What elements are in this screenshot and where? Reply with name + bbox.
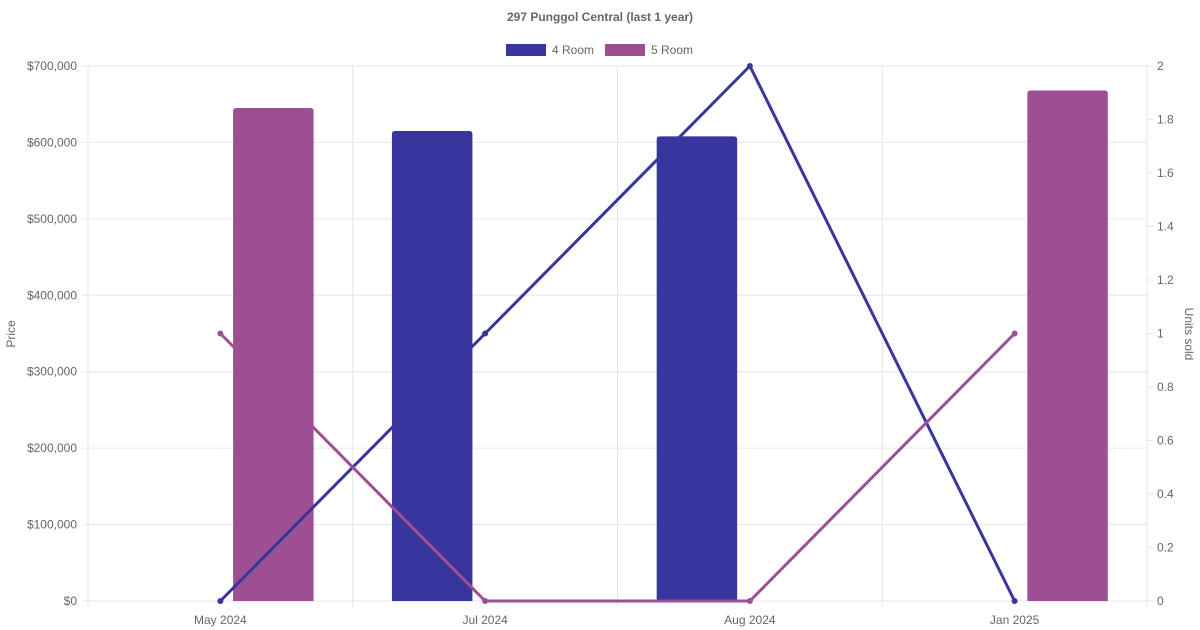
right-tick-label: 1.4 — [1157, 220, 1174, 234]
left-tick-label: $0 — [64, 594, 78, 608]
bar-4-room-aug-2024[interactable] — [656, 136, 738, 602]
point-5-room-aug-2024[interactable] — [746, 598, 753, 604]
bar-5-room-may-2024[interactable] — [233, 108, 314, 602]
bar-4-room-jul-2024[interactable] — [391, 130, 473, 601]
legend: 4 Room 5 Room — [506, 43, 693, 57]
right-tick-label: 1.8 — [1157, 113, 1174, 127]
legend-item-4-room[interactable]: 4 Room — [506, 43, 594, 57]
point-4-room-may-2024[interactable] — [217, 598, 224, 604]
left-tick-label: $100,000 — [27, 518, 77, 532]
left-tick-label: $500,000 — [27, 212, 77, 226]
point-4-room-jan-2025[interactable] — [1011, 598, 1018, 604]
left-axis: $0 $100,000 $200,000 $300,000 $400,000 $500,0… — [27, 59, 77, 608]
bars — [233, 90, 1108, 602]
chart-title: 297 Punggol Central (last 1 year) — [507, 10, 693, 24]
bar-5-room-jan-2025[interactable] — [1027, 90, 1108, 601]
legend-item-5-room[interactable]: 5 Room — [605, 43, 693, 57]
point-4-room-aug-2024[interactable] — [746, 63, 753, 69]
point-5-room-jul-2024[interactable] — [482, 598, 489, 604]
x-tick-label: Aug 2024 — [724, 613, 776, 627]
right-tick-label: 0.4 — [1157, 487, 1174, 501]
left-tick-label: $300,000 — [27, 365, 77, 379]
x-tick-label: Jan 2025 — [990, 613, 1040, 627]
right-tick-label: 2 — [1157, 59, 1164, 73]
line-5-room — [219, 332, 1016, 603]
legend-swatch-4-room — [506, 44, 546, 56]
right-tick-label: 0.8 — [1157, 380, 1174, 394]
right-tick-label: 1.6 — [1157, 166, 1174, 180]
right-tick-label: 1.2 — [1157, 273, 1174, 287]
x-tick-label: Jul 2024 — [462, 613, 508, 627]
legend-swatch-5-room — [605, 44, 645, 56]
left-tick-label: $700,000 — [27, 59, 77, 73]
point-5-room-may-2024[interactable] — [217, 330, 224, 337]
right-axis-title: Units sold — [1182, 308, 1196, 361]
left-tick-label: $600,000 — [27, 135, 77, 149]
point-4-room-jul-2024[interactable] — [482, 330, 489, 337]
right-tick-label: 0.6 — [1157, 434, 1174, 448]
right-axis: 0 0.2 0.4 0.6 0.8 1 1.2 1.4 1.6 1.8 2 — [1147, 59, 1174, 608]
legend-label-5-room: 5 Room — [651, 43, 693, 57]
point-5-room-jan-2025[interactable] — [1011, 330, 1018, 337]
right-tick-label: 0 — [1157, 594, 1164, 608]
left-tick-label: $400,000 — [27, 288, 77, 302]
left-axis-title: Price — [4, 320, 18, 348]
legend-label-4-room: 4 Room — [552, 43, 594, 57]
lines — [217, 63, 1018, 604]
right-tick-label: 1 — [1157, 327, 1164, 341]
x-tick-label: May 2024 — [194, 613, 247, 627]
left-tick-label: $200,000 — [27, 441, 77, 455]
right-tick-label: 0.2 — [1157, 541, 1174, 555]
x-axis: May 2024 Jul 2024 Aug 2024 Jan 2025 — [194, 613, 1040, 627]
